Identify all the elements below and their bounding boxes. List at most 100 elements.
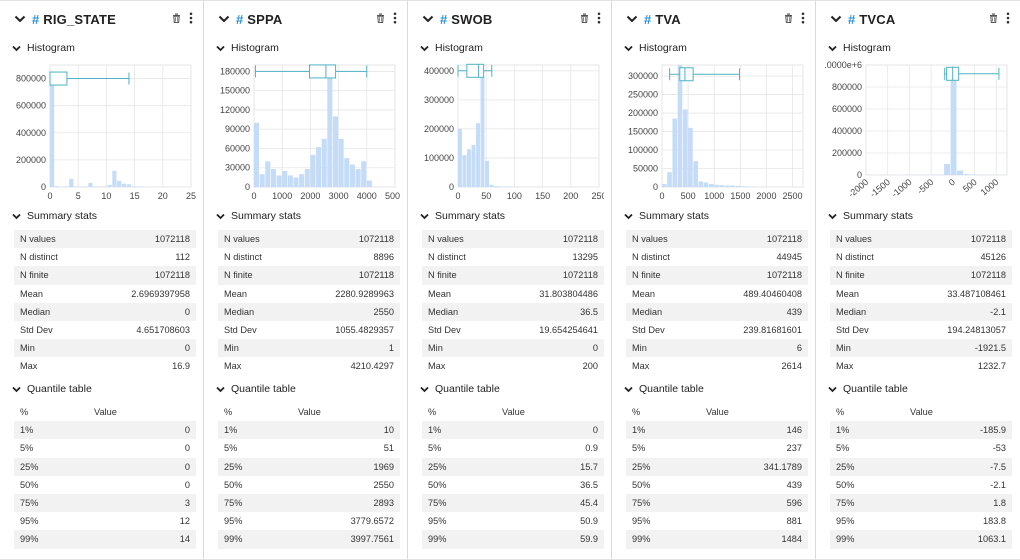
stat-label: Max: [632, 361, 650, 372]
trash-icon[interactable]: [172, 13, 181, 26]
histogram-section-toggle[interactable]: Histogram: [828, 42, 891, 54]
stat-label: Median: [836, 306, 867, 317]
quantile-label: 50%: [20, 479, 39, 490]
column-name: SWOB: [451, 11, 493, 27]
summary-row: Min -1921.5: [830, 339, 1012, 358]
histogram-bar: [131, 186, 136, 187]
stat-label: Min: [428, 343, 443, 354]
quantile-label: 99%: [428, 534, 447, 545]
column-header: # SWOB: [422, 9, 601, 29]
histogram-bar: [332, 116, 338, 187]
summary-stats-section-toggle[interactable]: Summary stats: [216, 210, 301, 222]
stat-label: Std Dev: [428, 325, 461, 336]
quantile-table-header: % Value: [626, 403, 808, 421]
quantile-table-section-toggle[interactable]: Quantile table: [420, 383, 500, 395]
value-header: Value: [298, 407, 321, 418]
histogram-bar: [338, 138, 344, 187]
chevron-down-icon[interactable]: [14, 13, 26, 25]
y-tick-label: 120000: [220, 105, 250, 115]
chevron-down-icon: [12, 212, 21, 221]
histogram-bar: [88, 182, 93, 187]
histogram-bar: [361, 161, 367, 187]
trash-icon[interactable]: [580, 13, 589, 26]
quantile-row: 95% 50.9: [422, 512, 604, 530]
stat-value: 8896: [373, 252, 394, 263]
histogram-section-toggle[interactable]: Histogram: [12, 42, 75, 54]
quantile-table-header: % Value: [14, 403, 196, 421]
more-options-icon[interactable]: [597, 12, 601, 27]
chevron-down-icon[interactable]: [422, 13, 434, 25]
summary-row: Mean 33.487108461: [830, 285, 1012, 303]
stat-value: 1055.4829357: [335, 325, 394, 336]
trash-icon[interactable]: [784, 13, 793, 26]
stat-label: Median: [224, 306, 255, 317]
quantile-value: 439: [786, 479, 802, 490]
stat-label: Max: [428, 361, 446, 372]
quantile-row: 5% 237: [626, 439, 808, 457]
quantile-table-section-toggle[interactable]: Quantile table: [624, 383, 704, 395]
quantile-value: 0: [592, 425, 598, 436]
histogram-bar: [349, 164, 355, 187]
stat-value: 2280.9289963: [335, 288, 394, 299]
stat-label: N finite: [632, 270, 661, 281]
quantile-value: 3: [184, 498, 190, 509]
quantile-table-section-toggle[interactable]: Quantile table: [216, 383, 296, 395]
quantile-row: 25% -7.5: [830, 457, 1012, 476]
stat-value: 489.40460408: [743, 288, 802, 299]
chevron-down-icon[interactable]: [830, 13, 842, 25]
x-tick-label: 0: [659, 191, 664, 201]
summary-row: Std Dev 4.651708603: [14, 321, 196, 339]
quantile-label: 5%: [428, 443, 442, 454]
x-tick-label: 1000: [979, 177, 1001, 198]
summary-stats-section-toggle[interactable]: Summary stats: [828, 210, 913, 222]
histogram-section-toggle[interactable]: Histogram: [216, 42, 279, 54]
stat-label: Mean: [224, 288, 247, 299]
trash-icon[interactable]: [376, 13, 385, 26]
quantile-value: 3997.7561: [350, 534, 394, 545]
column-panel: # SPPA Histogram Summary stats Quantile tabl…: [204, 1, 408, 559]
stat-value: 6: [796, 343, 802, 354]
histogram-section-toggle[interactable]: Histogram: [420, 42, 483, 54]
summary-row: Std Dev 194.24813057: [830, 321, 1012, 339]
section-title: Histogram: [27, 42, 75, 54]
more-options-icon[interactable]: [393, 12, 397, 27]
quantile-label: 95%: [20, 516, 39, 527]
x-tick-label: 500: [961, 177, 979, 194]
section-title: Summary stats: [231, 210, 302, 222]
y-tick-label: 0: [245, 182, 250, 192]
more-options-icon[interactable]: [801, 12, 805, 27]
stat-value: 45126: [980, 252, 1006, 263]
stat-label: Max: [20, 361, 38, 372]
box-iqr: [309, 64, 337, 79]
summary-stats-section-toggle[interactable]: Summary stats: [420, 210, 505, 222]
value-header: Value: [502, 407, 525, 418]
more-options-icon[interactable]: [1006, 12, 1010, 27]
x-tick-label: -500: [915, 177, 935, 196]
quantile-value: -53: [992, 443, 1006, 454]
summary-stats-section-toggle[interactable]: Summary stats: [624, 210, 709, 222]
stat-value: 19.654254641: [539, 325, 598, 336]
histogram-section-toggle[interactable]: Histogram: [624, 42, 687, 54]
quantile-table-section-toggle[interactable]: Quantile table: [828, 383, 908, 395]
y-tick-label: 100000: [424, 153, 454, 163]
histogram-bar: [344, 158, 350, 187]
y-tick-label: 200000: [832, 148, 862, 158]
chevron-down-icon: [828, 385, 837, 394]
x-tick-label: 4000: [357, 191, 377, 201]
chevron-down-icon[interactable]: [626, 13, 638, 25]
y-tick-label: 0: [653, 182, 658, 192]
summary-row: N values 1072118: [422, 230, 604, 249]
x-tick-label: 0: [455, 191, 460, 201]
stat-label: Mean: [836, 288, 859, 299]
chevron-down-icon[interactable]: [218, 13, 230, 25]
quantile-table-section-toggle[interactable]: Quantile table: [12, 383, 92, 395]
summary-stats-section-toggle[interactable]: Summary stats: [12, 210, 97, 222]
summary-row: N values 1072118: [218, 230, 400, 249]
quantile-row: 5% 51: [218, 439, 400, 457]
stat-label: Min: [224, 343, 239, 354]
trash-icon[interactable]: [989, 13, 998, 26]
histogram-bar: [957, 170, 964, 175]
more-options-icon[interactable]: [189, 12, 193, 27]
quantile-value: 12: [179, 516, 190, 527]
